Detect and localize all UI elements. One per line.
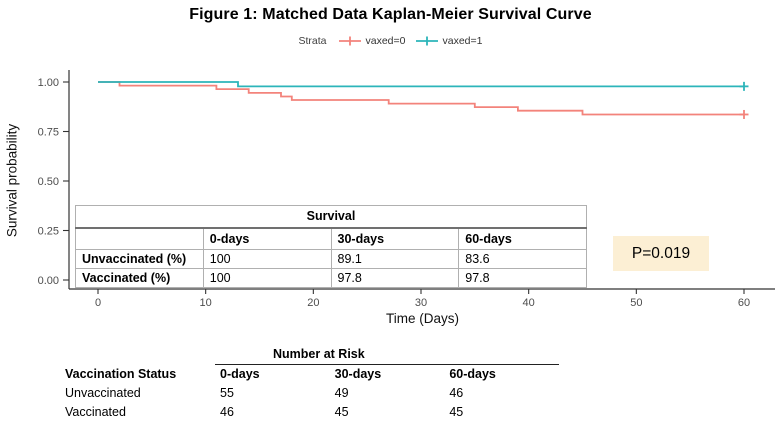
y-tick-label: 0.00 bbox=[38, 275, 59, 287]
risk-col-30days: 30-days bbox=[334, 366, 382, 381]
survival-table-title-row: Survival bbox=[75, 205, 587, 229]
risk-col-0days: 0-days bbox=[220, 366, 260, 381]
x-tick-label: 20 bbox=[307, 297, 319, 309]
risk-vaccinated-0days: 46 bbox=[220, 404, 234, 419]
survival-unvaccinated-0days: 100 bbox=[202, 249, 332, 269]
survival-col-0days: 0-days bbox=[202, 227, 332, 250]
survival-col-30days: 30-days bbox=[330, 227, 460, 250]
table-row: Vaccinated (%) 100 97.8 97.8 bbox=[75, 268, 587, 288]
legend-label-vaxed1: vaxed=1 bbox=[442, 35, 483, 47]
survival-table-header-row: 0-days 30-days 60-days bbox=[75, 227, 587, 250]
km-curve-vaxed=0 bbox=[98, 81, 744, 116]
table-row: Unvaccinated (%) 100 89.1 83.6 bbox=[75, 249, 587, 269]
x-axis-label: Time (Days) bbox=[386, 311, 459, 326]
legend-label-vaxed0: vaxed=0 bbox=[365, 35, 406, 47]
x-tick-label: 40 bbox=[523, 297, 535, 309]
y-tick-label: 0.25 bbox=[38, 226, 59, 238]
km-line-key-icon bbox=[338, 35, 362, 47]
survival-col-60days: 60-days bbox=[458, 227, 587, 250]
survival-col-blank bbox=[75, 227, 204, 250]
risk-col-60days: 60-days bbox=[449, 366, 496, 381]
y-axis-label: Survival probability bbox=[4, 123, 20, 238]
y-tick-label: 0.75 bbox=[38, 127, 59, 139]
risk-row-label-unvaccinated: Unvaccinated bbox=[65, 385, 141, 400]
x-tick-label: 10 bbox=[200, 297, 212, 309]
legend-item-vaxed0: vaxed=0 bbox=[338, 35, 406, 47]
risk-table-title-row: Number at Risk bbox=[65, 344, 559, 365]
survival-row-label-vaccinated: Vaccinated (%) bbox=[75, 268, 204, 288]
risk-table-header-row: Vaccination Status 0-days 30-days 60-day… bbox=[65, 364, 559, 383]
km-curve-vaxed=1 bbox=[98, 81, 744, 88]
table-row: Vaccinated 46 45 45 bbox=[65, 402, 559, 421]
x-tick-label: 50 bbox=[630, 297, 642, 309]
survival-unvaccinated-60days: 83.6 bbox=[458, 249, 587, 269]
risk-table-title: Number at Risk bbox=[215, 344, 559, 365]
figure-title: Figure 1: Matched Data Kaplan-Meier Surv… bbox=[189, 6, 592, 23]
x-tick-label: 30 bbox=[415, 297, 427, 309]
survival-table-title: Survival bbox=[75, 205, 587, 229]
legend-key-1 bbox=[415, 36, 438, 46]
risk-col-status: Vaccination Status bbox=[65, 366, 177, 381]
risk-unvaccinated-0days: 55 bbox=[220, 385, 234, 400]
survival-vaccinated-60days: 97.8 bbox=[458, 268, 587, 288]
number-at-risk-table: Number at Risk Vaccination Status 0-days… bbox=[65, 344, 559, 421]
survival-vaccinated-30days: 97.8 bbox=[330, 268, 460, 288]
risk-vaccinated-60days: 45 bbox=[449, 404, 464, 419]
legend-item-vaxed1: vaxed=1 bbox=[415, 35, 483, 47]
km-line-key-icon bbox=[415, 35, 439, 47]
y-tick-label: 1.00 bbox=[38, 77, 59, 89]
legend-title: Strata bbox=[298, 35, 327, 47]
risk-vaccinated-30days: 45 bbox=[334, 404, 349, 419]
legend-key-0 bbox=[338, 36, 361, 46]
survival-unvaccinated-30days: 89.1 bbox=[330, 249, 460, 269]
survival-table: Survival 0-days 30-days 60-days Unvaccin… bbox=[75, 205, 587, 288]
x-tick-label: 0 bbox=[95, 297, 101, 309]
risk-unvaccinated-30days: 49 bbox=[334, 385, 349, 400]
table-row: Unvaccinated 55 49 46 bbox=[65, 383, 559, 402]
y-tick-label: 0.50 bbox=[38, 176, 59, 188]
survival-vaccinated-0days: 100 bbox=[202, 268, 332, 288]
x-tick-label: 60 bbox=[738, 297, 750, 309]
p-value-badge: P=0.019 bbox=[613, 236, 709, 271]
risk-unvaccinated-60days: 46 bbox=[449, 385, 464, 400]
legend: Strata vaxed=0 vaxed=1 bbox=[0, 35, 781, 47]
risk-row-label-vaccinated: Vaccinated bbox=[65, 404, 126, 419]
survival-row-label-unvaccinated: Unvaccinated (%) bbox=[75, 249, 204, 269]
